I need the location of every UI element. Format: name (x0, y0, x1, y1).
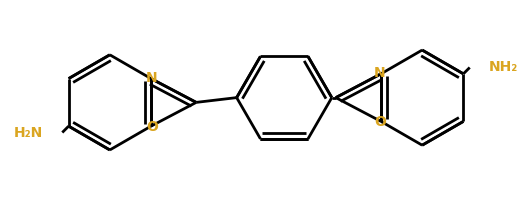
Text: H₂N: H₂N (14, 126, 43, 140)
Text: N: N (146, 71, 158, 85)
Text: O: O (374, 115, 386, 129)
Text: O: O (146, 120, 158, 134)
Text: N: N (374, 66, 386, 80)
Text: NH₂: NH₂ (489, 60, 518, 74)
